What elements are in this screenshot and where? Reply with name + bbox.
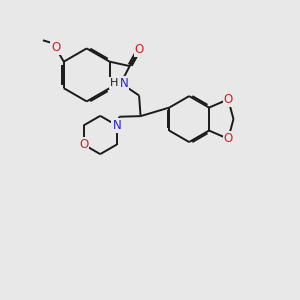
Text: H: H: [110, 78, 118, 88]
Text: O: O: [79, 138, 88, 151]
Text: O: O: [51, 41, 60, 54]
Text: O: O: [224, 93, 233, 106]
Text: O: O: [224, 132, 233, 145]
Text: O: O: [135, 44, 144, 56]
Text: N: N: [119, 77, 128, 90]
Text: N: N: [112, 119, 121, 132]
